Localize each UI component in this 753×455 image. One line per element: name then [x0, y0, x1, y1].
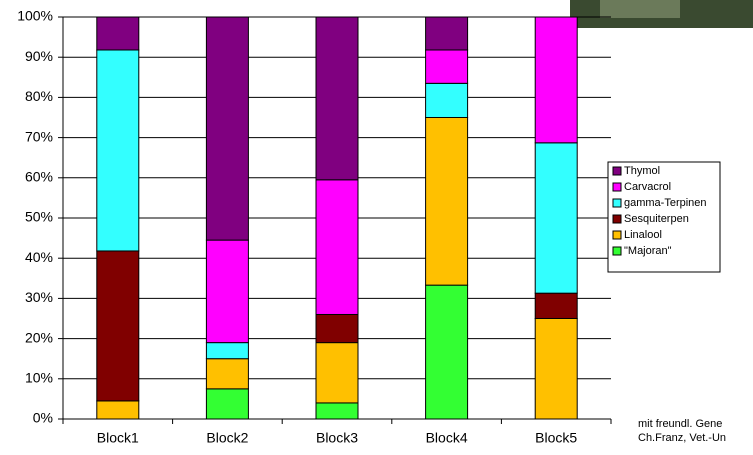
y-tick-label: 70% — [25, 128, 53, 144]
bar-segment — [205, 342, 249, 360]
legend-swatch — [612, 182, 622, 192]
annotation: Ch.Franz, Vet.-Un — [638, 432, 726, 444]
bar-segment — [315, 16, 359, 181]
x-tick-label: Block3 — [316, 430, 358, 446]
photo-fragment — [600, 0, 680, 18]
y-tick-label: 100% — [17, 8, 53, 24]
legend-box — [607, 161, 721, 273]
legend-label: Carvacrol — [624, 181, 671, 193]
x-tick-label: Block4 — [426, 430, 468, 446]
legend-swatch — [612, 230, 622, 240]
x-tick-label: Block1 — [97, 430, 139, 446]
bar-segment — [205, 358, 249, 390]
y-tick-label: 90% — [25, 48, 53, 64]
legend: Thymol Carvacrol gamma-Terpinen Sesquiterpe… — [607, 161, 721, 273]
bar-segment — [96, 49, 140, 252]
x-tick-label: Block2 — [206, 430, 248, 446]
bar-segment — [205, 388, 249, 420]
bar-segment — [534, 292, 578, 320]
annotation: mit freundl. Gene — [638, 418, 722, 430]
legend-swatch — [612, 166, 622, 176]
bar-segment — [315, 313, 359, 344]
y-tick-label: 20% — [25, 329, 53, 345]
legend-label: gamma-Terpinen — [624, 197, 707, 209]
legend-label: Thymol — [624, 165, 660, 177]
legend-swatch — [612, 214, 622, 224]
bar-segment — [425, 117, 469, 286]
legend-label: Linalool — [624, 229, 662, 241]
y-tick-label: 10% — [25, 370, 53, 386]
bar-segment — [425, 82, 469, 118]
bar-segment — [534, 318, 578, 420]
legend-label: "Majoran" — [624, 245, 672, 257]
bar-segment — [96, 250, 140, 402]
bar-segment — [315, 342, 359, 404]
bar-segment — [425, 16, 469, 51]
bar-segment — [315, 402, 359, 420]
y-tick-label: 40% — [25, 249, 53, 265]
bar-segment — [534, 142, 578, 294]
bar-segment — [205, 16, 249, 241]
legend-swatch — [612, 198, 622, 208]
y-tick-label: 60% — [25, 169, 53, 185]
y-tick-label: 30% — [25, 289, 53, 305]
bar-segment — [96, 16, 140, 51]
bar-segment — [96, 400, 140, 420]
bar-segment — [425, 284, 469, 420]
legend-swatch — [612, 246, 622, 256]
y-tick-label: 80% — [25, 88, 53, 104]
bar-segment — [205, 239, 249, 344]
bar-segment — [534, 16, 578, 144]
bar-segment — [425, 49, 469, 84]
legend-label: Sesquiterpen — [624, 213, 689, 225]
x-tick-label: Block5 — [535, 430, 577, 446]
y-tick-label: 0% — [33, 410, 53, 426]
bar-segment — [315, 179, 359, 315]
y-tick-label: 50% — [25, 209, 53, 225]
